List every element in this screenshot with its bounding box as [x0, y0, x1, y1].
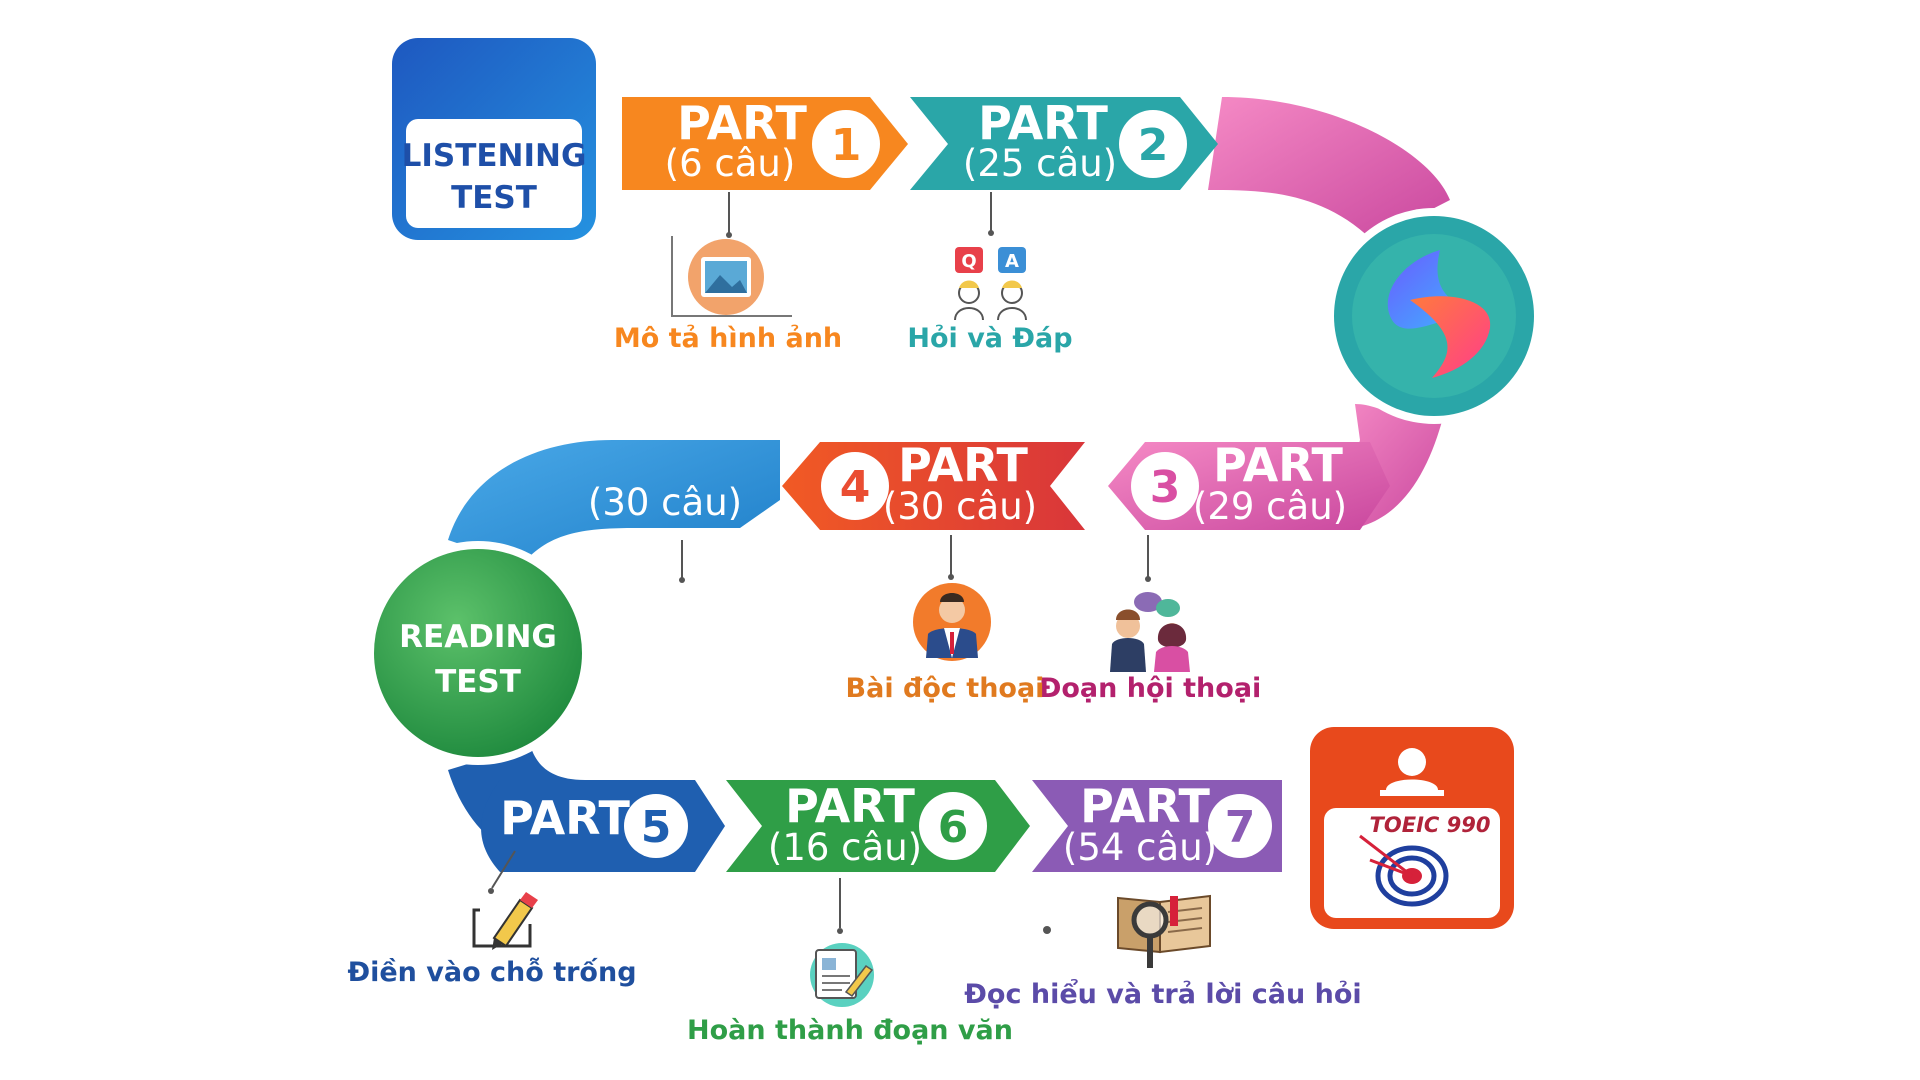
svg-text:A: A — [1005, 251, 1019, 272]
part-5-caption: Điền vào chỗ trống — [347, 957, 636, 988]
part-7-number-circle — [1208, 794, 1272, 858]
magnifier-book-icon — [1117, 894, 1211, 968]
toeic-label: TOEIC 990 — [1370, 813, 1491, 837]
part-2-arrow[interactable]: PART (25 câu) 2 — [910, 96, 1218, 190]
part-2-number: 2 — [1138, 120, 1169, 171]
part-7-arrow[interactable]: PART (54 câu) 7 — [1032, 779, 1282, 872]
part-4-arrow[interactable]: 4 PART (30 câu) — [782, 438, 1085, 530]
part-1-title: PART — [677, 96, 807, 150]
part-5-number: 5 — [641, 802, 672, 853]
connector-dot-part-3 — [1145, 576, 1151, 582]
pencil-icon — [472, 892, 538, 950]
part-2-caption: Hỏi và Đáp — [907, 323, 1072, 354]
connector-dot-part-4 — [948, 574, 954, 580]
arc-left — [448, 440, 780, 565]
part-6-count: (16 câu) — [768, 826, 922, 869]
conversation-icon — [1110, 592, 1190, 672]
arc-top-right — [1208, 97, 1450, 240]
part-5-title: PART — [500, 791, 630, 845]
part-2-count: (25 câu) — [963, 142, 1117, 185]
listening-line1: LISTENING — [402, 138, 587, 174]
connector-dot-part-5 — [488, 888, 494, 894]
part-3-arrow[interactable]: 3 PART (29 câu) — [1108, 438, 1390, 530]
part-5-number-circle — [624, 794, 688, 858]
logo-mark-bottom — [1410, 296, 1491, 378]
part-1-caption: Mô tả hình ảnh — [614, 323, 842, 354]
part-4-number: 4 — [840, 462, 871, 513]
connector-dot-part-5-count — [679, 577, 685, 583]
part-6-number-circle — [919, 792, 987, 860]
connector-part-5 — [491, 850, 516, 889]
part-3-count: (29 câu) — [1193, 485, 1347, 528]
document-icon — [810, 943, 874, 1007]
connector-dot-part-1 — [726, 232, 732, 238]
speaker-icon — [913, 583, 991, 661]
part-3-number: 3 — [1150, 462, 1181, 513]
part-1-count: (6 câu) — [665, 142, 796, 185]
part-3-caption: Đoạn hội thoại — [1039, 673, 1262, 704]
part-2-number-circle — [1119, 110, 1187, 178]
svg-text:Q: Q — [961, 251, 976, 272]
part-6-caption: Hoàn thành đoạn văn — [687, 1015, 1013, 1046]
connector-dot-part-7 — [1043, 926, 1051, 934]
part-4-title: PART — [898, 438, 1028, 492]
reading-test-badge: READING TEST — [366, 541, 590, 765]
reading-line2: TEST — [435, 664, 521, 700]
picture-icon — [671, 236, 792, 317]
question-answer-icon: Q A — [954, 247, 1027, 321]
target-icon — [1359, 834, 1449, 907]
connector-dot-part-6 — [837, 928, 843, 934]
person-icon — [1380, 748, 1444, 796]
part-1-number-circle — [812, 110, 880, 178]
part-6-arrow[interactable]: PART (16 câu) 6 — [726, 779, 1030, 872]
brand-logo — [1326, 208, 1542, 424]
part-7-caption: Đọc hiểu và trả lời câu hỏi — [964, 977, 1361, 1010]
part-6-number: 6 — [938, 802, 969, 853]
part-2-title: PART — [978, 96, 1108, 150]
part-1-number: 1 — [831, 120, 862, 171]
part-4-number-circle — [821, 452, 889, 520]
part-6-title: PART — [785, 779, 915, 833]
part-7-title: PART — [1080, 779, 1210, 833]
reading-line1: READING — [399, 619, 557, 655]
part-7-number: 7 — [1225, 802, 1256, 853]
listening-line2: TEST — [451, 180, 537, 216]
part-3-title: PART — [1213, 438, 1343, 492]
listening-test-badge: LISTENING TEST — [392, 38, 596, 240]
part-4-caption: Bài độc thoại — [846, 673, 1045, 704]
part-1-arrow[interactable]: PART (6 câu) 1 — [622, 96, 908, 190]
part-3-number-circle — [1131, 452, 1199, 520]
connector-dot-part-2 — [988, 230, 994, 236]
part-5-arrow[interactable]: PART 5 — [481, 780, 725, 872]
toeic-990-badge: TOEIC 990 — [1310, 727, 1514, 929]
part-4-count: (30 câu) — [883, 485, 1037, 528]
part-5-count: (30 câu) — [588, 481, 742, 524]
part-7-count: (54 câu) — [1063, 826, 1217, 869]
